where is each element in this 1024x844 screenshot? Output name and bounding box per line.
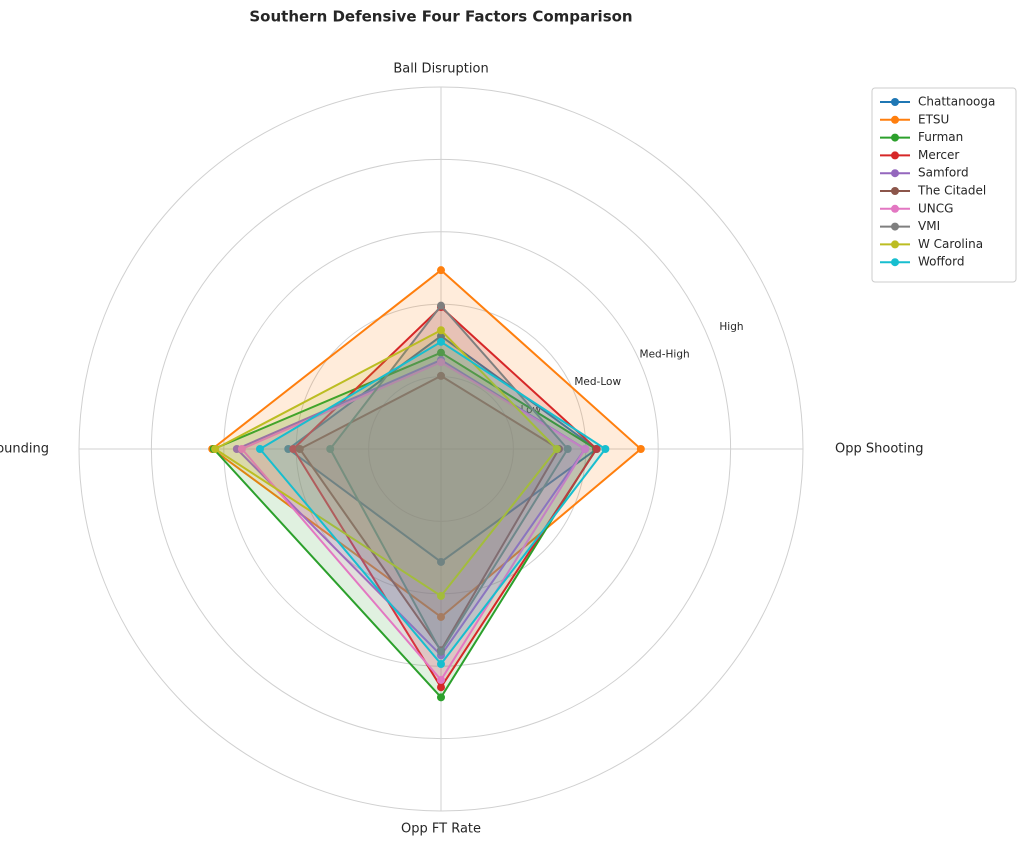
tick-label: High	[719, 321, 743, 333]
point	[437, 266, 445, 275]
legend-marker	[891, 115, 899, 124]
point	[295, 445, 304, 453]
legend-marker	[891, 169, 899, 178]
legend-label: Furman	[918, 130, 963, 144]
point	[437, 348, 445, 357]
legend-marker	[891, 98, 899, 106]
point	[437, 301, 445, 310]
point	[592, 445, 601, 453]
legend-label: UNCG	[918, 201, 953, 215]
legend-marker	[891, 151, 899, 160]
legend-label: Samford	[918, 166, 969, 180]
tick-label: Med-High	[640, 349, 690, 361]
point	[437, 332, 445, 341]
point	[211, 445, 220, 453]
point	[437, 557, 445, 566]
point	[581, 445, 590, 453]
tick-label: Med-Low	[574, 376, 621, 388]
point	[437, 693, 445, 702]
legend-marker	[891, 187, 899, 195]
legend-label: Mercer	[918, 148, 959, 162]
point	[636, 445, 645, 453]
legend-marker	[891, 204, 899, 213]
legend-marker	[891, 133, 899, 142]
axis-label: Def Rebounding	[0, 442, 49, 457]
axis-label: Ball Disruption	[393, 62, 488, 77]
point	[437, 371, 445, 380]
axis-label: Opp Shooting	[835, 442, 923, 457]
point	[601, 445, 610, 453]
point	[437, 326, 445, 335]
point	[437, 660, 445, 669]
point	[326, 445, 335, 453]
point	[437, 591, 445, 600]
point	[437, 675, 445, 684]
legend-marker	[891, 258, 899, 267]
point	[437, 683, 445, 692]
point	[437, 612, 445, 621]
legend-marker	[891, 240, 899, 249]
point	[237, 445, 246, 453]
point	[437, 358, 445, 367]
legend-box	[871, 87, 1017, 283]
point	[289, 445, 298, 453]
legend-label: The Citadel	[917, 184, 986, 198]
legend-label: Chattanooga	[918, 95, 995, 109]
axis-label: Opp FT Rate	[401, 822, 481, 837]
legend-label: ETSU	[918, 112, 949, 126]
point	[563, 445, 572, 453]
legend-label: Wofford	[918, 255, 964, 269]
legend-marker	[891, 222, 899, 231]
point	[437, 337, 445, 346]
point	[256, 445, 264, 453]
legend-label: VMI	[918, 219, 940, 233]
point	[437, 647, 445, 656]
point	[552, 445, 561, 453]
chart-title: Southern Defensive Four Factors Comparis…	[249, 8, 632, 26]
legend-label: W Carolina	[918, 237, 983, 251]
